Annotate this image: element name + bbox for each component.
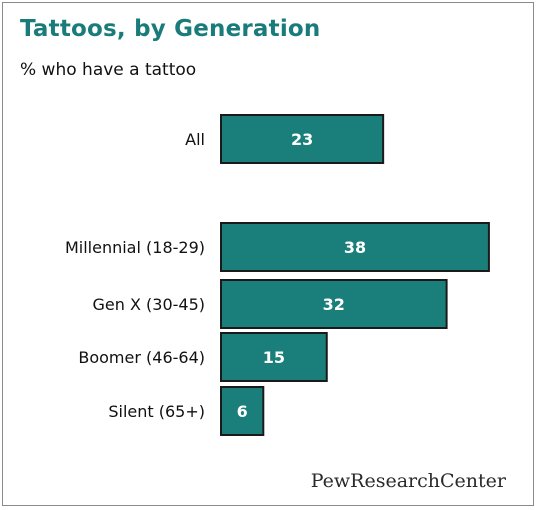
value-label-silent: 6	[237, 402, 248, 421]
bar-silent	[220, 386, 265, 436]
bar-all	[220, 114, 385, 164]
value-label-all: 23	[291, 130, 313, 149]
bar-gen-x	[220, 279, 448, 329]
category-label-all: All	[185, 130, 205, 149]
chart-title: Tattoos, by Generation	[20, 16, 321, 42]
value-label-boomer: 15	[263, 348, 285, 367]
bar-boomer	[220, 332, 328, 382]
category-label-millennial: Millennial (18-29)	[65, 238, 205, 257]
value-label-gen-x: 32	[323, 295, 345, 314]
bar-millennial	[220, 222, 490, 272]
category-label-gen-x: Gen X (30-45)	[93, 295, 206, 314]
chart-subtitle: % who have a tattoo	[20, 60, 197, 80]
category-label-boomer: Boomer (46-64)	[78, 348, 205, 367]
category-label-silent: Silent (65+)	[108, 402, 205, 421]
source-logo: PewResearchCenter	[310, 470, 506, 492]
value-label-millennial: 38	[344, 238, 366, 257]
